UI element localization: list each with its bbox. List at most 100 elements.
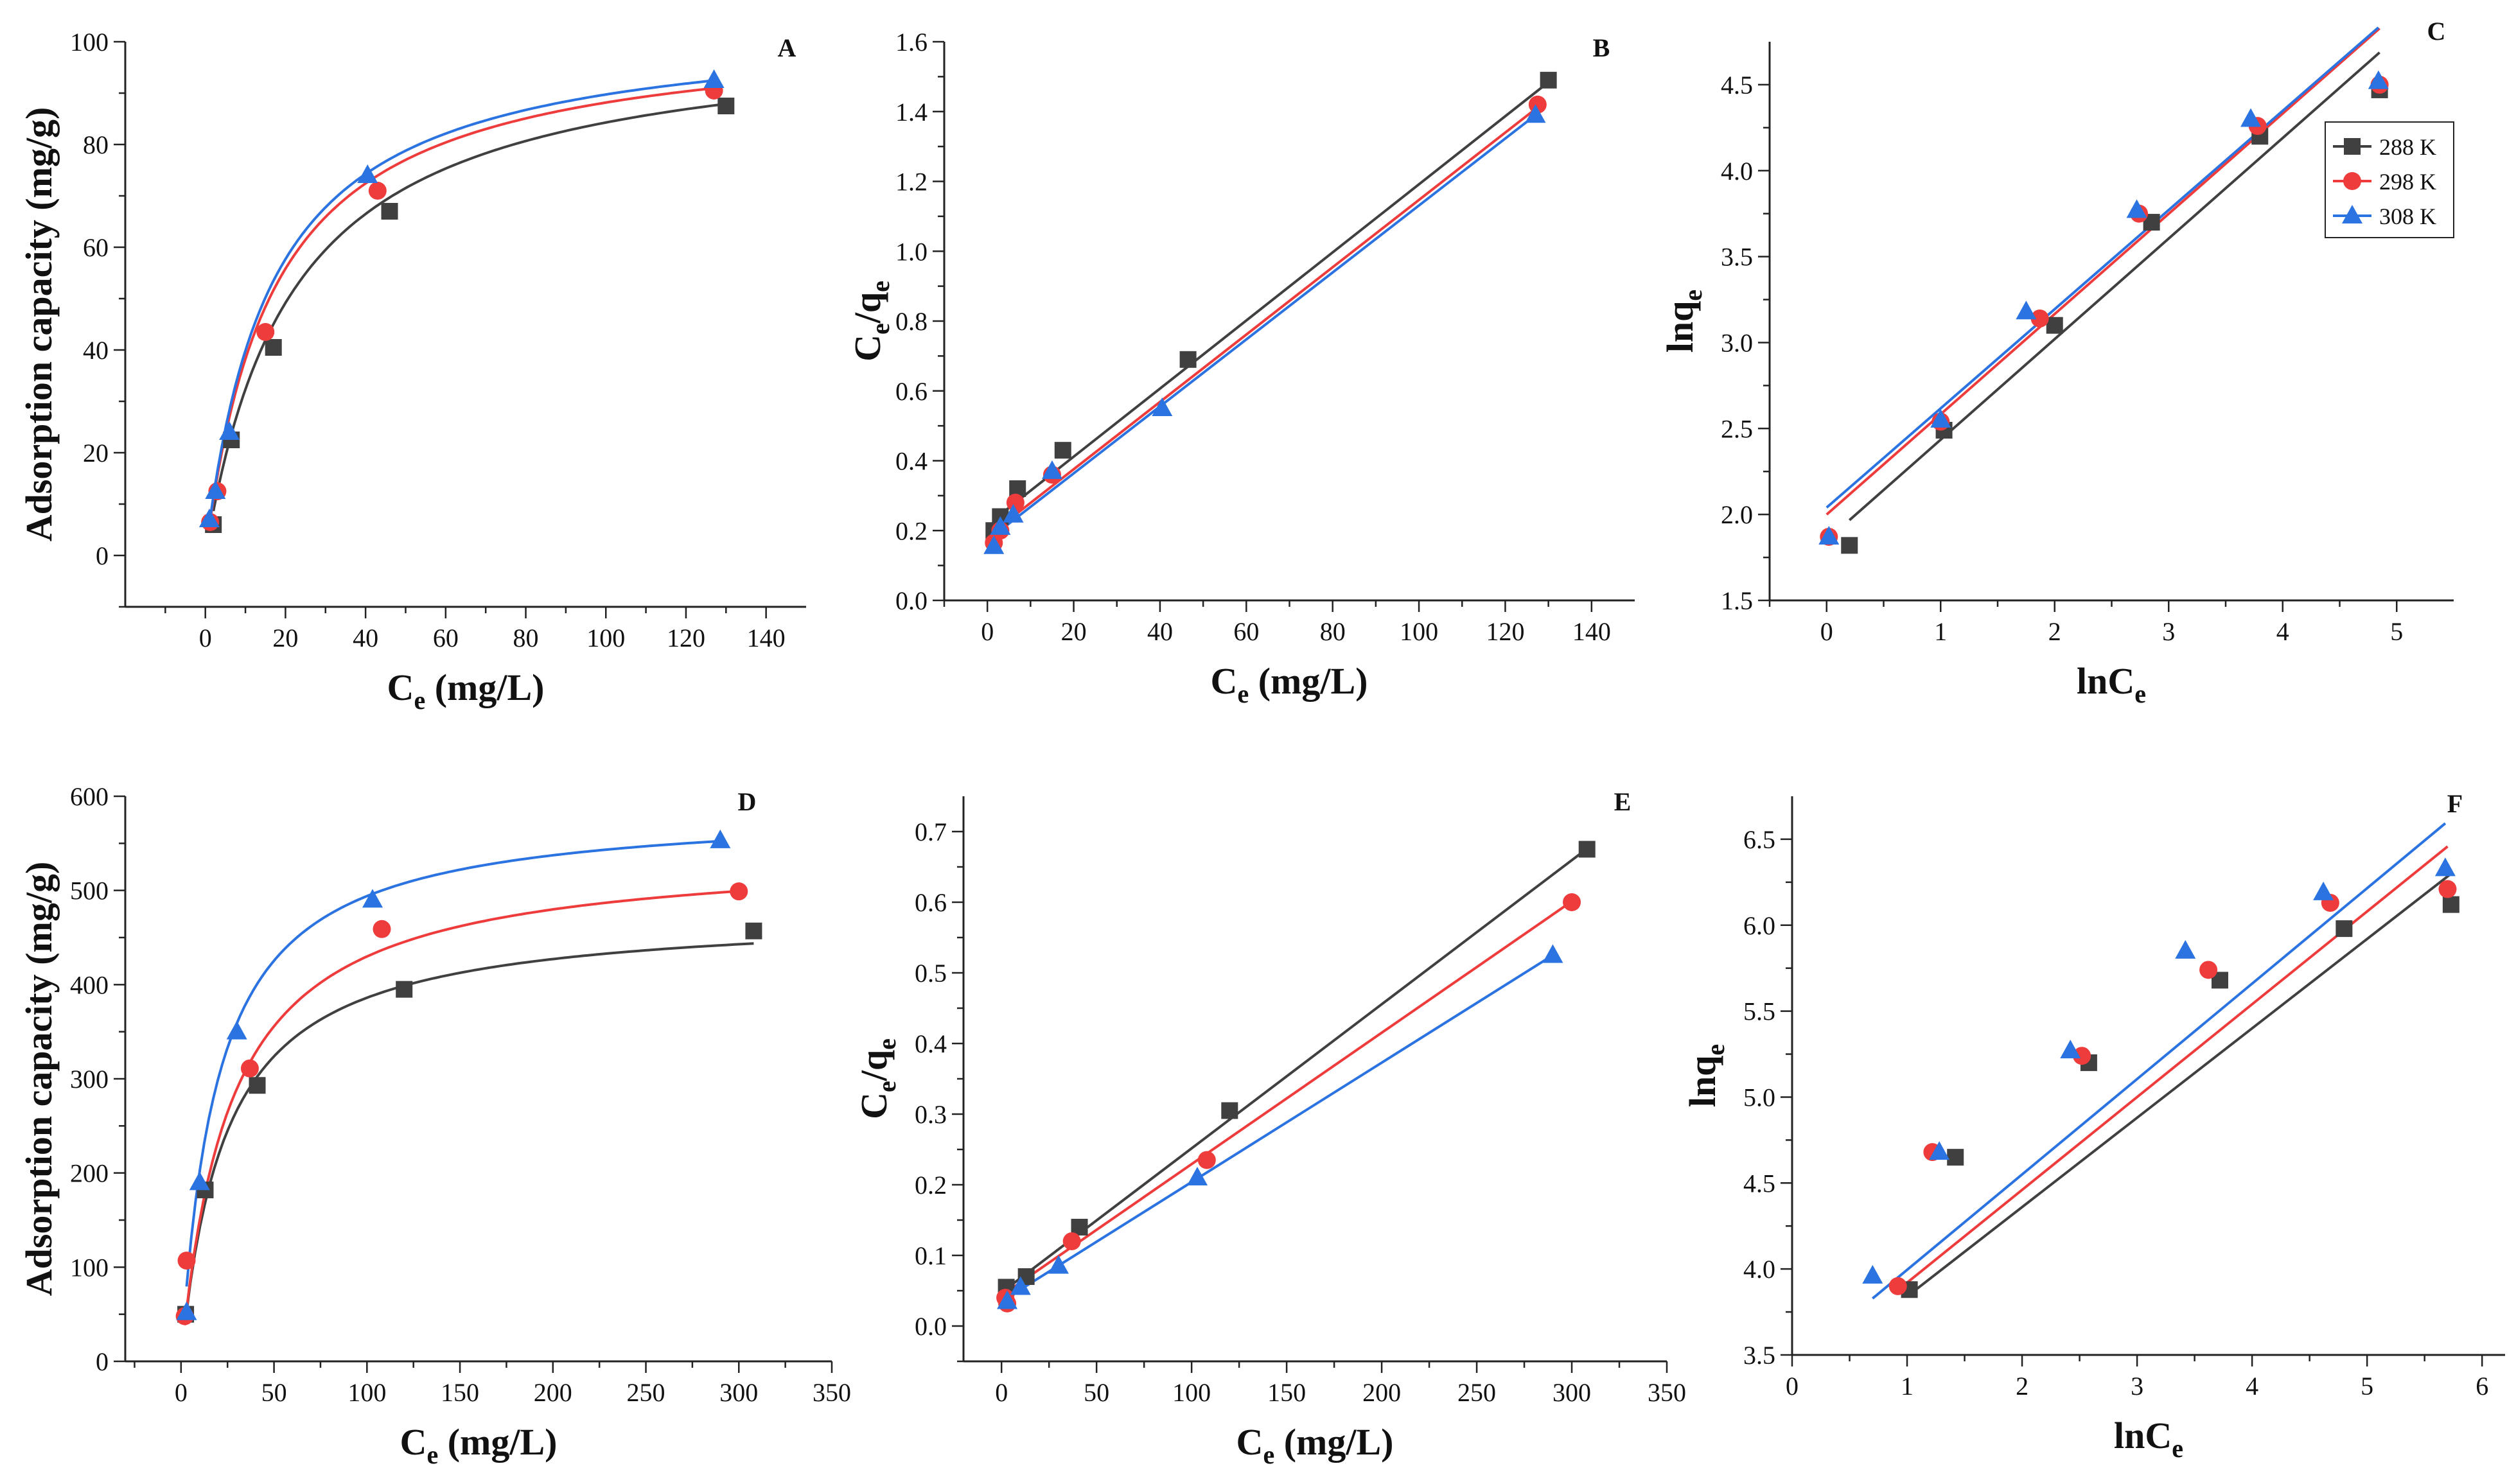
y-tick-label: 1.0 (895, 237, 928, 266)
data-point-288k (381, 203, 398, 220)
fit-line-298k (183, 889, 739, 1325)
legend-label: 308 K (2379, 204, 2436, 229)
x-tick-label: 250 (1457, 1378, 1496, 1407)
fit-line-288k (184, 942, 754, 1319)
x-tick-label: 5 (2390, 617, 2403, 646)
data-point-308k (2060, 1040, 2081, 1059)
y-tick-label: 0.2 (895, 516, 928, 545)
data-point-308k (710, 829, 731, 848)
x-tick-label: 2 (2016, 1372, 2028, 1401)
x-tick-label: 20 (272, 624, 298, 652)
y-tick-label: 0.2 (915, 1171, 947, 1200)
data-point-288k (396, 981, 413, 998)
data-point-308k (983, 535, 1005, 554)
panel-letter: D (738, 787, 757, 816)
fit-line-308k (185, 839, 721, 1287)
data-point-308k (2368, 70, 2389, 89)
x-tick-label: 100 (586, 624, 625, 652)
y-tick-label: 3.5 (1721, 243, 1753, 272)
fit-line-298k (209, 87, 714, 521)
data-point-308k (176, 1301, 197, 1320)
y-tick-label: 1.5 (1721, 586, 1753, 615)
fit-line-308k (1825, 26, 2380, 509)
fit-line-288k (1848, 51, 2380, 521)
data-point-288k (1179, 351, 1197, 368)
data-point-308k (1152, 397, 1173, 416)
data-point-308k (1542, 944, 1563, 963)
legend-label: 298 K (2379, 169, 2436, 195)
y-tick-label: 3.0 (1721, 328, 1753, 357)
data-point-298k (1197, 1151, 1216, 1169)
data-point-308k (2126, 199, 2147, 218)
y-tick-label: 0.0 (895, 586, 928, 615)
y-tick-label: 0 (96, 541, 109, 570)
y-tick-label: 0 (96, 1347, 109, 1376)
x-tick-label: 1 (1901, 1372, 1913, 1401)
data-point-308k (2016, 301, 2037, 320)
panel-letter: E (1614, 787, 1632, 816)
x-tick-label: 150 (1267, 1378, 1306, 1407)
x-tick-label: 250 (627, 1378, 665, 1407)
data-point-298k (730, 882, 748, 901)
y-tick-label: 60 (83, 233, 109, 262)
y-tick-label: 200 (70, 1159, 109, 1188)
data-point-308k (997, 1290, 1018, 1309)
y-tick-label: 600 (70, 782, 109, 811)
y-tick-label: 0.1 (915, 1241, 947, 1270)
data-point-288k (1947, 1149, 1964, 1166)
y-tick-label: 1.2 (895, 168, 928, 196)
panel-F: 0 1 2 3 4 5 6 3.5 4.0 4.5 5.0 5.5 6.0 6.5 lnCe lnqe F (1682, 789, 2505, 1463)
fit-line-298k (993, 106, 1539, 533)
y-tick-label: 20 (83, 439, 109, 467)
legend-marker (2344, 138, 2361, 155)
x-tick-label: 300 (1553, 1378, 1591, 1407)
data-point-288k (249, 1077, 266, 1094)
x-tick-label: 5 (2361, 1372, 2373, 1401)
y-tick-label: 2.5 (1721, 414, 1753, 443)
data-point-298k (1006, 493, 1025, 512)
y-tick-label: 0.8 (895, 307, 928, 336)
x-tick-label: 120 (667, 624, 705, 652)
x-tick-label: 20 (1061, 617, 1087, 646)
data-point-308k (1818, 525, 1840, 545)
x-tick-label: 140 (1572, 617, 1611, 646)
fit-line-308k (207, 79, 714, 525)
fit-line-308k (1007, 954, 1554, 1299)
x-tick-label: 80 (513, 624, 539, 652)
y-tick-label: 500 (70, 877, 109, 905)
fit-line-308k (1872, 822, 2447, 1300)
data-point-298k (1563, 893, 1581, 911)
x-tick-label: 3 (2162, 617, 2175, 646)
x-tick-label: 0 (1786, 1372, 1799, 1401)
y-tick-label: 5.0 (1743, 1083, 1775, 1112)
x-tick-label: 0 (175, 1378, 188, 1407)
fit-line-298k (1825, 27, 2380, 516)
data-point-308k (205, 480, 226, 499)
x-tick-label: 100 (347, 1378, 386, 1407)
y-tick-label: 400 (70, 970, 109, 999)
data-point-288k (1540, 71, 1557, 89)
y-tick-label: 0.6 (895, 377, 928, 406)
data-point-288k (717, 98, 735, 114)
data-point-308k (362, 889, 383, 908)
data-point-308k (1929, 1141, 1950, 1160)
y-tick-label: 0.7 (915, 817, 947, 846)
y-tick-label: 4.0 (1721, 157, 1753, 186)
data-point-308k (703, 69, 725, 88)
y-tick-label: 300 (70, 1065, 109, 1094)
legend: 288 K 298 K 308 K (2325, 121, 2454, 238)
panel-letter: A (778, 33, 796, 62)
fit-line-288k (1005, 848, 1588, 1290)
panel-letter: B (1593, 33, 1610, 62)
x-axis-label: Ce (mg/L) (1211, 660, 1368, 708)
data-point-298k (2030, 309, 2049, 327)
y-tick-label: 5.5 (1743, 997, 1775, 1026)
panel-B: 0 20 40 60 80 100 120 140 0.0 0.2 0.4 0.6 0.8 1.0 1.2 1… (847, 28, 1635, 708)
data-point-308k (2175, 939, 2196, 959)
fit-line-288k (993, 81, 1549, 521)
data-point-298k (1888, 1277, 1907, 1295)
data-point-308k (1003, 503, 1024, 523)
panel-A: 0 20 40 60 80 100 120 140 0 20 40 60 80 100 Ce (mg/L) A… (18, 28, 806, 715)
x-tick-label: 150 (441, 1378, 479, 1407)
